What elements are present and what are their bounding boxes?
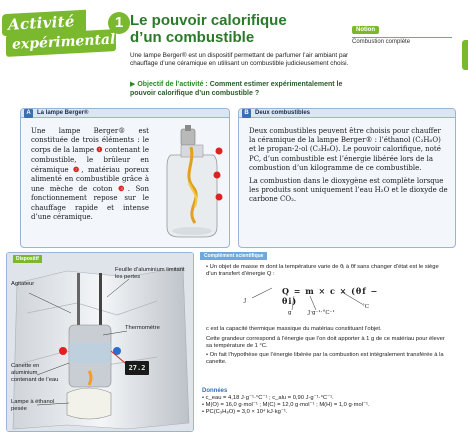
dispositif-tag: Dispositif [13, 255, 42, 263]
section-a-title: La lampe Berger® [37, 110, 89, 116]
notion-tag: Notion [352, 26, 379, 34]
unit-g: g [288, 310, 292, 316]
objective: ▶ Objectif de l’activité : Comment estim… [130, 80, 360, 98]
donnees-line3: • PC(C₃H₈O) = 3,0 × 10⁴ kJ·kg⁻¹. [202, 409, 288, 416]
equation-diagram: Q = m × c × (θf − θi) J g J·g⁻¹·°C⁻¹ °C [212, 274, 392, 320]
section-b-title: Deux combustibles [255, 110, 311, 116]
marker-1: ❶ [96, 145, 103, 155]
complement-line1: • Un objet de masse m dont la températur… [206, 264, 439, 277]
marker-3: ❸ [118, 184, 128, 194]
marker-2: ❷ [72, 164, 82, 174]
equation-arrows [251, 287, 363, 311]
donnees-title: Données [202, 388, 228, 394]
label-thermometre: Thermomètre [125, 325, 160, 331]
donnees: Données • c_eau = 4,18 J·g⁻¹·°C⁻¹ ; c_al… [202, 388, 452, 417]
objective-text: Comment estimer expérimentalement le pou… [130, 81, 343, 97]
activity-header: Activité expérimentale 1 Le pouvoir calo… [0, 0, 468, 110]
complement-scientifique: Complément scientifique • Un objet de ma… [200, 252, 458, 384]
apparatus-illustration [7, 253, 193, 431]
complement-line3: Cette grandeur correspond à l’énergie qu… [206, 336, 445, 349]
side-tab [462, 40, 468, 70]
section-b-text: Deux combustibles peuvent être choisis p… [249, 127, 449, 209]
label-agitateur: Agitateur [11, 281, 35, 287]
berger-lamp-image [166, 125, 223, 238]
unit-J: J [244, 298, 247, 304]
label-aluminium: Feuille d’aluminium limitant les pertes [115, 267, 185, 280]
section-a: A La lampe Berger® Une lampe Berger® est… [20, 108, 230, 248]
unit-jgc: J·g⁻¹·°C⁻¹ [308, 310, 335, 316]
label-canette: Canette en aluminium contenant de l’eau [11, 363, 59, 383]
unit-celsius: °C [362, 304, 370, 310]
notion-value: Combustion complète [352, 37, 452, 45]
page-title: Le pouvoir calorifique d’un combustible [130, 12, 287, 46]
heat-equation: Q = m × c × (θf − θi) [282, 286, 379, 306]
complement-tag: Complément scientifique [200, 252, 268, 260]
section-a-letter: A [24, 109, 33, 118]
section-b-para2: La combustion dans le dioxygène est comp… [249, 177, 448, 204]
intro-text: Une lampe Berger® est un dispositif perm… [130, 52, 349, 67]
donnees-line1: • c_eau = 4,18 J·g⁻¹·°C⁻¹ ; c_alu = 0,90… [202, 395, 334, 401]
ribbon-activite: Activité [7, 12, 76, 34]
objective-label: ▶ Objectif de l’activité : [130, 81, 208, 88]
section-b-para1: Deux combustibles peuvent être choisis p… [249, 127, 441, 172]
activity-ribbon: Activité expérimentale [2, 9, 125, 57]
activity-number: 1 [108, 12, 130, 34]
section-b: B Deux combustibles Deux combustibles pe… [238, 108, 456, 248]
notion-box: Notion Combustion complète [352, 18, 452, 45]
complement-line4: • On fait l’hypothèse que l’énergie libé… [206, 352, 444, 365]
section-a-text: Une lampe Berger® est constituée de troi… [31, 127, 149, 221]
donnees-line2: • M(O) = 16,0 g·mol⁻¹ ; M(C) = 12,0 g·mo… [202, 402, 370, 409]
dispositif-photo: Dispositif Agitateur Feuille d’aluminium… [6, 252, 194, 432]
label-lampe: Lampe à éthanol pesée [11, 399, 55, 412]
thermometer-display: 27.2 [125, 361, 149, 375]
complement-line2: c est la capacité thermique massique du … [206, 326, 382, 332]
section-b-letter: B [242, 109, 251, 118]
